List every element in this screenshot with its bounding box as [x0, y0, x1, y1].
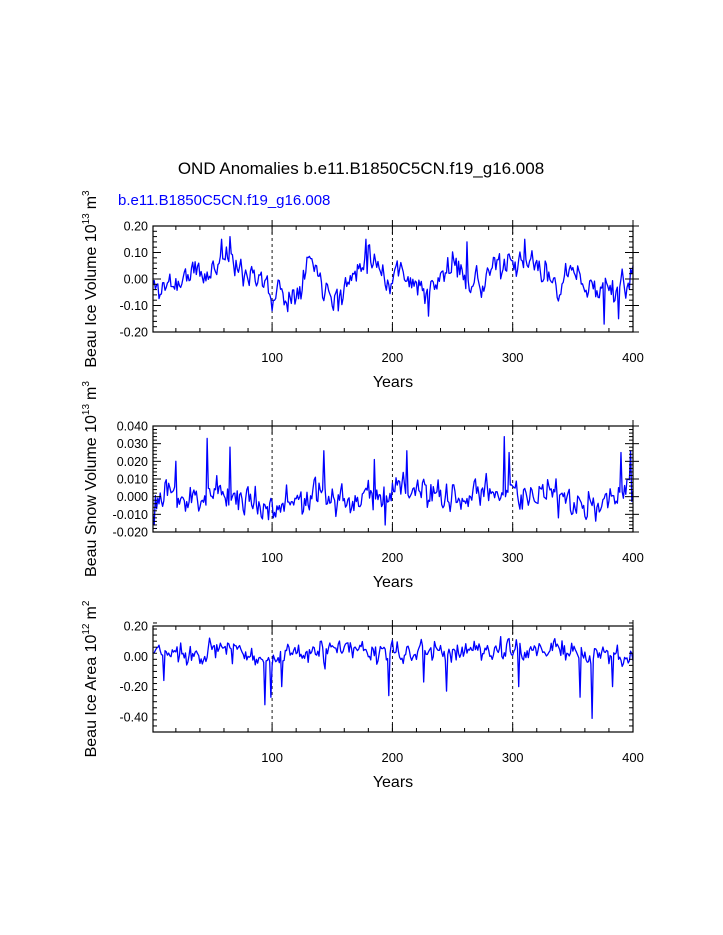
snow-panel-xtick-label-0: 100: [261, 550, 283, 565]
snow-panel-ylabel-unit-exp: 3: [81, 381, 92, 387]
volume-panel-xtick-label-2: 300: [502, 350, 524, 365]
area-panel-frame: [152, 625, 634, 733]
area-panel-ylabel: Beau Ice Area 1012 m2: [81, 600, 100, 757]
figure-title: OND Anomalies b.e11.B1850C5CN.f19_g16.00…: [178, 159, 544, 178]
snow-panel-ylabel-exp: 13: [81, 404, 92, 416]
snow-panel-ylabel: Beau Snow Volume 1013 m3: [81, 381, 100, 577]
snow-panel-ytick-label-3: 0.010: [117, 473, 148, 487]
snow-panel-ytick-label-5: 0.030: [117, 437, 148, 451]
area-panel-ylabel-exp: 12: [81, 623, 92, 635]
area-panel-xtick-label-1: 200: [382, 750, 404, 765]
chart-panels: 100 200 300 400 -0.20 -0.10 0.00 0.10 0.20 Years B…: [81, 190, 644, 791]
legend-label: b.e11.B1850C5CN.f19_g16.008: [118, 192, 330, 209]
area-panel-ytick-label-2: 0.00: [124, 650, 148, 664]
area-panel-ylabel-unit: m: [83, 606, 100, 619]
area-panel-series-line: [153, 635, 634, 720]
area-panel-xtick-label-0: 100: [261, 750, 283, 765]
snow-panel-ytick-label-1: -0.010: [113, 508, 148, 522]
area-panel-xlabel: Years: [373, 774, 413, 791]
volume-panel-ytick-label-4: 0.20: [124, 220, 148, 234]
area-panel: 100 200 300 400 -0.40 -0.20 0.00 0.20 Years Beau …: [81, 600, 644, 791]
volume-panel-ylabel: Beau Ice Volume 1013 m3: [81, 190, 100, 368]
snow-panel-ytick-label-4: 0.020: [117, 455, 148, 469]
volume-panel-ylabel-unit: m: [83, 196, 100, 209]
area-panel-ylabel-text: Beau Ice Area 10: [83, 635, 100, 758]
area-panel-xtick-label-3: 400: [622, 750, 644, 765]
snow-panel-xtick-label-3: 400: [622, 550, 644, 565]
snow-panel-ylabel-unit: m: [83, 387, 100, 400]
volume-panel-xlabel: Years: [373, 374, 413, 391]
volume-panel-xtick-label-1: 200: [382, 350, 404, 365]
volume-panel-ytick-label-1: -0.10: [120, 299, 149, 313]
volume-panel-ylabel-text: Beau Ice Volume 10: [83, 224, 100, 367]
snow-panel-ytick-label-0: -0.020: [113, 526, 148, 540]
volume-panel-ytick-label-0: -0.20: [120, 326, 149, 340]
snow-panel-xtick-label-2: 300: [502, 550, 524, 565]
volume-panel-xtick-label-3: 400: [622, 350, 644, 365]
volume-panel: 100 200 300 400 -0.20 -0.10 0.00 0.10 0.20 Years B…: [81, 190, 644, 391]
volume-panel-ytick-label-3: 0.10: [124, 246, 148, 260]
area-panel-ytick-label-0: -0.40: [120, 710, 149, 724]
area-panel-ylabel-unit-exp: 2: [81, 600, 92, 606]
volume-panel-ylabel-unit-exp: 3: [81, 190, 92, 196]
snow-panel: 100 200 300 400 -0.020 -0.010 0.000 0.010 0.020 0…: [81, 381, 644, 591]
area-panel-xtick-label-2: 300: [502, 750, 524, 765]
area-panel-ytick-label-3: 0.20: [124, 620, 148, 634]
snow-panel-series-line: [152, 435, 634, 526]
snow-panel-ytick-label-2: 0.000: [117, 490, 148, 504]
volume-panel-ytick-label-2: 0.00: [124, 273, 148, 287]
snow-panel-ytick-label-6: 0.040: [117, 420, 148, 434]
volume-panel-series-line: [152, 235, 634, 325]
volume-panel-ylabel-exp: 13: [81, 213, 92, 225]
snow-panel-ylabel-text: Beau Snow Volume 10: [83, 415, 100, 577]
area-panel-ytick-label-1: -0.20: [120, 680, 149, 694]
snow-panel-xlabel: Years: [373, 574, 413, 591]
snow-panel-xtick-label-1: 200: [382, 550, 404, 565]
volume-panel-xtick-label-0: 100: [261, 350, 283, 365]
